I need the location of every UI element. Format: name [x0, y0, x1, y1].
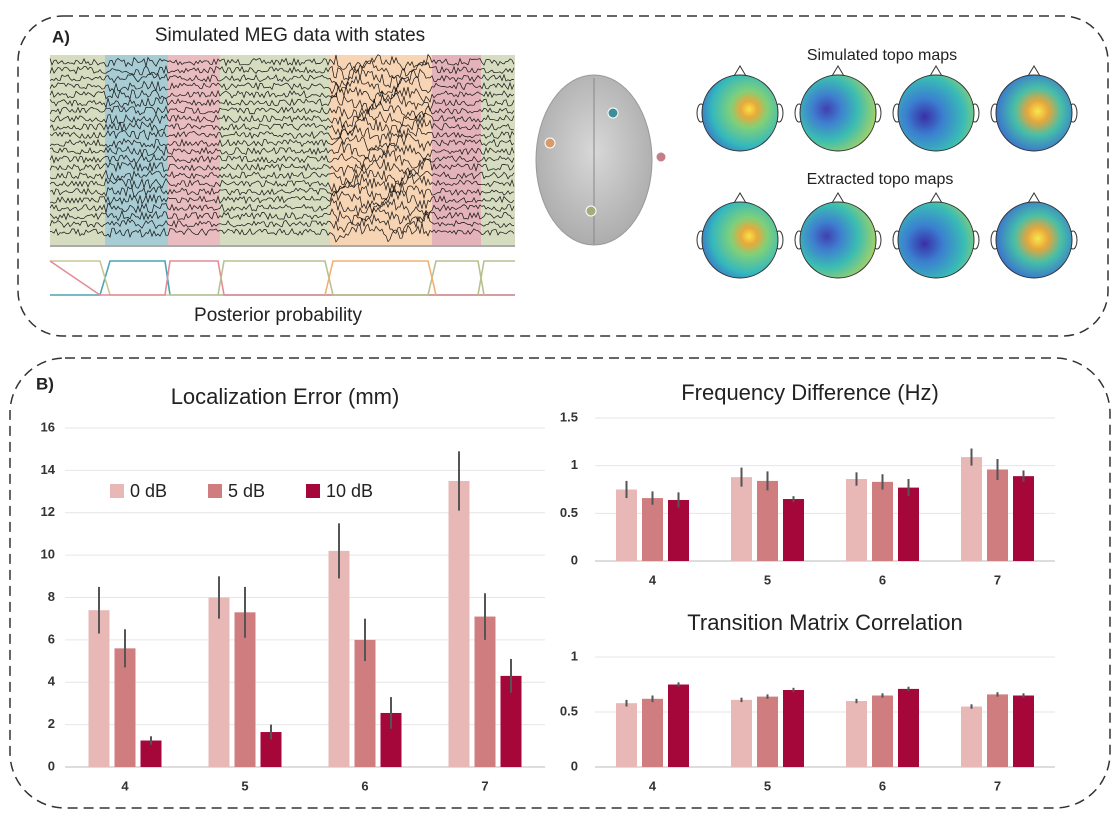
y-tick-label: 6 — [48, 631, 55, 646]
state-band — [432, 55, 481, 245]
legend-label: 5 dB — [228, 481, 265, 501]
legend-swatch — [208, 484, 222, 498]
bar — [89, 610, 110, 767]
bar — [961, 457, 982, 561]
extracted-title: Extracted topo maps — [807, 171, 954, 188]
bar — [1013, 696, 1034, 768]
chart-title: Transition Matrix Correlation — [687, 610, 963, 635]
bar — [757, 481, 778, 561]
simulated-title: Simulated topo maps — [807, 47, 957, 64]
topo-map — [898, 75, 974, 151]
bar — [209, 598, 230, 768]
bar — [616, 490, 637, 562]
bar — [449, 481, 470, 767]
x-tick-label: 7 — [994, 572, 1001, 587]
panel-b-frame — [10, 358, 1110, 808]
y-tick-label: 2 — [48, 716, 55, 731]
y-tick-label: 4 — [48, 674, 56, 689]
figure: A) Simulated MEG data with states Poster… — [0, 0, 1114, 824]
topo-map — [898, 202, 974, 278]
bar — [872, 696, 893, 768]
bar — [961, 707, 982, 768]
y-tick-label: 12 — [41, 504, 55, 519]
bar — [616, 703, 637, 767]
y-tick-label: 1 — [571, 648, 578, 663]
y-tick-label: 0.5 — [560, 703, 578, 718]
bar — [898, 488, 919, 561]
x-tick-label: 6 — [879, 572, 886, 587]
y-tick-label: 1 — [571, 457, 578, 472]
bar — [731, 477, 752, 561]
x-tick-label: 5 — [764, 778, 771, 793]
bar — [668, 500, 689, 561]
topo-map — [702, 75, 778, 151]
bar — [642, 498, 663, 561]
y-tick-label: 16 — [41, 419, 55, 434]
y-tick-label: 14 — [41, 462, 56, 477]
brain — [536, 75, 666, 245]
chart-title: Localization Error (mm) — [171, 384, 400, 409]
bar — [731, 700, 752, 767]
bar — [757, 697, 778, 767]
x-tick-label: 6 — [361, 778, 368, 793]
x-tick-label: 5 — [764, 572, 771, 587]
y-tick-label: 10 — [41, 547, 55, 562]
bar — [783, 690, 804, 767]
bar — [642, 699, 663, 767]
x-tick-label: 4 — [649, 778, 657, 793]
bar — [846, 479, 867, 561]
bar — [846, 701, 867, 767]
posterior-lines — [50, 261, 515, 295]
legend-swatch — [306, 484, 320, 498]
meg-title: Simulated MEG data with states — [155, 25, 425, 46]
topo-map — [702, 202, 778, 278]
x-tick-label: 5 — [241, 778, 248, 793]
bar — [668, 685, 689, 768]
y-tick-label: 0 — [571, 758, 578, 773]
chart-title: Frequency Difference (Hz) — [681, 380, 939, 405]
bar — [329, 551, 350, 767]
y-tick-label: 0 — [48, 758, 55, 773]
x-tick-label: 4 — [649, 572, 657, 587]
y-tick-label: 8 — [48, 589, 55, 604]
x-tick-label: 6 — [879, 778, 886, 793]
meg-traces — [50, 55, 515, 246]
legend-label: 0 dB — [130, 481, 167, 501]
bar — [898, 689, 919, 767]
y-tick-label: 0.5 — [560, 505, 578, 520]
topo-map — [996, 75, 1072, 151]
bar — [1013, 476, 1034, 561]
legend-label: 10 dB — [326, 481, 373, 501]
y-tick-label: 1.5 — [560, 409, 578, 424]
y-tick-label: 0 — [571, 552, 578, 567]
bar — [872, 482, 893, 561]
bar — [783, 499, 804, 561]
topo-map — [800, 75, 876, 151]
x-tick-label: 4 — [121, 778, 129, 793]
panel-label: B) — [36, 374, 54, 393]
panel-label: A) — [52, 27, 70, 46]
posterior-label: Posterior probability — [194, 305, 362, 326]
bar — [987, 469, 1008, 561]
topo-map — [996, 202, 1072, 278]
bar — [987, 694, 1008, 767]
x-tick-label: 7 — [994, 778, 1001, 793]
topo-map — [800, 202, 876, 278]
legend-swatch — [110, 484, 124, 498]
x-tick-label: 7 — [481, 778, 488, 793]
